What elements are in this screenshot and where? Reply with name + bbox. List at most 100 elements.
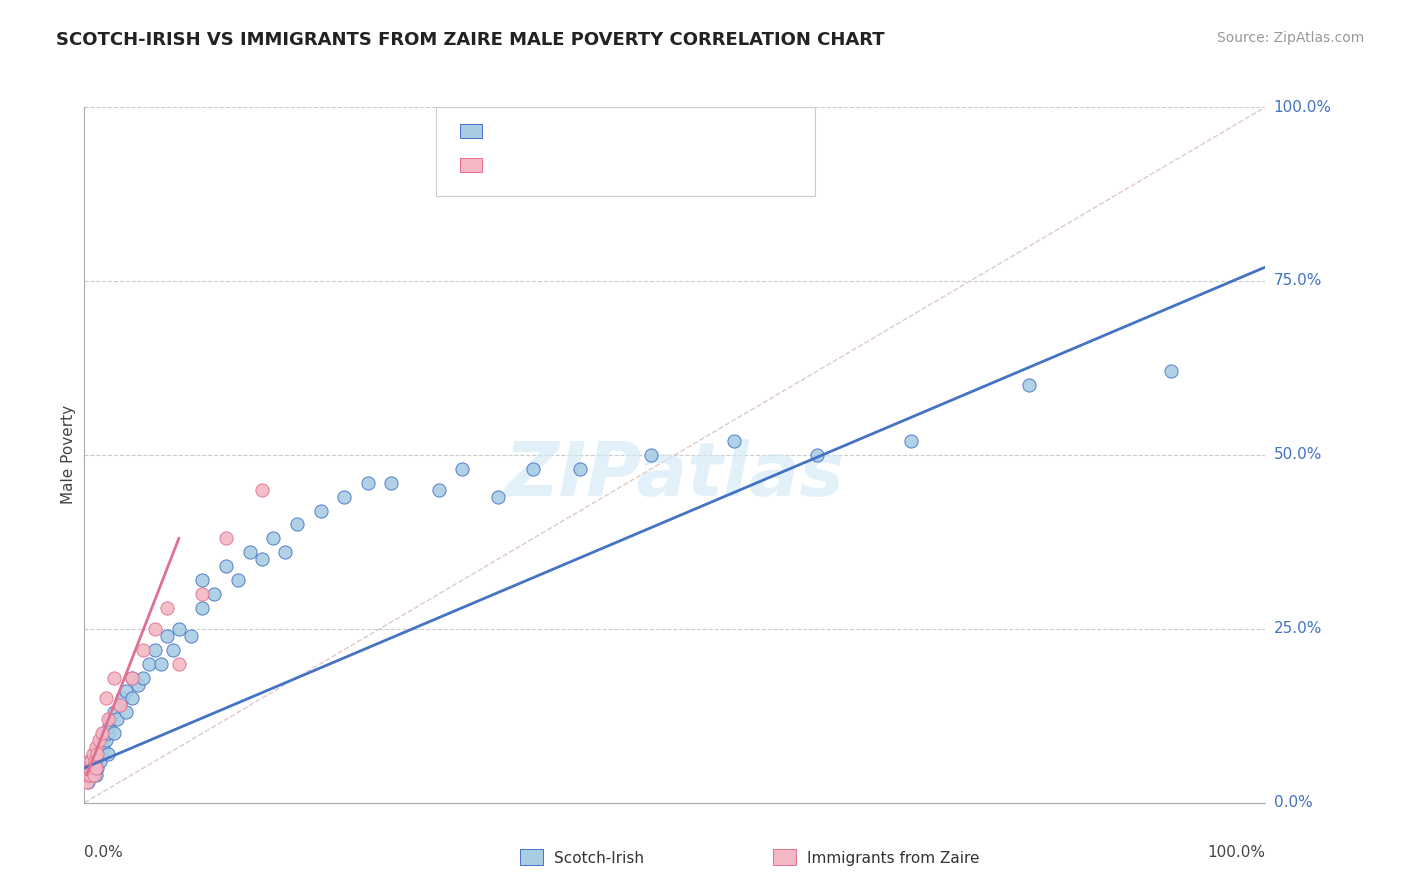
Point (89, 754, 111, 768)
Point (162, 642, 184, 657)
Point (86, 747, 108, 761)
Text: N =: N = (602, 124, 636, 138)
Point (180, 629, 202, 643)
Point (98, 719, 121, 733)
Text: ZIPatlas: ZIPatlas (505, 439, 845, 512)
Point (143, 642, 166, 657)
Point (84, 740, 107, 755)
Point (77, 754, 100, 768)
Point (79, 754, 101, 768)
Point (91, 740, 114, 755)
Point (82, 761, 104, 775)
Point (83, 754, 105, 768)
Point (274, 545, 297, 559)
Point (91, 740, 114, 755)
Point (77, 761, 100, 775)
Text: Scotch-Irish: Scotch-Irish (554, 851, 644, 865)
Point (86, 747, 108, 761)
Point (84, 761, 107, 775)
Text: R =: R = (494, 124, 527, 138)
Point (138, 657, 160, 671)
Point (900, 434, 922, 448)
Point (107, 712, 129, 726)
Point (98, 712, 121, 726)
Point (1018, 378, 1040, 392)
Text: 25.0%: 25.0% (1274, 622, 1322, 636)
Text: SCOTCH-IRISH VS IMMIGRANTS FROM ZAIRE MALE POVERTY CORRELATION CHART: SCOTCH-IRISH VS IMMIGRANTS FROM ZAIRE MA… (56, 31, 884, 49)
Text: 75.0%: 75.0% (1274, 274, 1322, 288)
Point (451, 462, 474, 476)
Y-axis label: Male Poverty: Male Poverty (60, 405, 76, 505)
Point (80, 754, 103, 768)
Point (150, 657, 173, 671)
Text: Source: ZipAtlas.com: Source: ZipAtlas.com (1216, 31, 1364, 45)
Point (77, 775, 100, 789)
Point (191, 587, 214, 601)
Point (226, 573, 249, 587)
Point (84, 768, 107, 782)
Point (806, 448, 828, 462)
Point (91, 733, 114, 747)
Point (262, 532, 284, 546)
Point (83, 768, 105, 782)
Text: R =: R = (494, 158, 527, 172)
Point (84, 761, 107, 775)
Point (167, 657, 190, 671)
Point (94, 691, 117, 706)
Text: Immigrants from Zaire: Immigrants from Zaire (807, 851, 980, 865)
Point (333, 490, 356, 504)
Point (427, 483, 450, 497)
Point (239, 545, 262, 559)
Point (77, 768, 100, 782)
Point (121, 691, 143, 706)
Point (79, 761, 101, 775)
Point (84, 754, 107, 768)
Point (1160, 364, 1182, 378)
Point (250, 483, 273, 497)
Point (103, 726, 125, 740)
Point (97, 726, 120, 740)
Point (97, 712, 120, 726)
Point (91, 726, 114, 740)
Point (87, 740, 110, 755)
Text: N =: N = (602, 158, 636, 172)
Point (191, 601, 214, 615)
Point (285, 517, 308, 532)
Point (93, 726, 115, 740)
Text: 0.0%: 0.0% (84, 845, 124, 860)
Point (309, 503, 332, 517)
Point (569, 462, 592, 476)
Point (723, 434, 745, 448)
Text: 0.718: 0.718 (529, 124, 576, 138)
Point (111, 691, 134, 706)
Point (121, 671, 143, 685)
Point (522, 462, 544, 476)
Point (156, 629, 179, 643)
Text: 100.0%: 100.0% (1208, 845, 1265, 860)
Point (132, 671, 155, 685)
Point (250, 552, 273, 566)
Point (77, 768, 100, 782)
Point (83, 747, 105, 761)
Point (87, 733, 110, 747)
Point (103, 671, 125, 685)
Point (156, 601, 179, 615)
Point (167, 622, 190, 636)
Text: 0.0%: 0.0% (1274, 796, 1312, 810)
Text: 0.498: 0.498 (529, 158, 576, 172)
Point (215, 559, 238, 574)
Point (79, 761, 101, 775)
Point (486, 490, 509, 504)
Point (103, 706, 125, 720)
Point (90, 747, 112, 761)
Text: 28: 28 (637, 158, 658, 172)
Point (380, 475, 402, 490)
Point (357, 475, 380, 490)
Point (76, 775, 98, 789)
Point (143, 622, 166, 636)
Point (108, 698, 131, 713)
Point (80, 768, 103, 782)
Point (640, 448, 662, 462)
Point (215, 532, 238, 546)
Point (97, 747, 120, 761)
